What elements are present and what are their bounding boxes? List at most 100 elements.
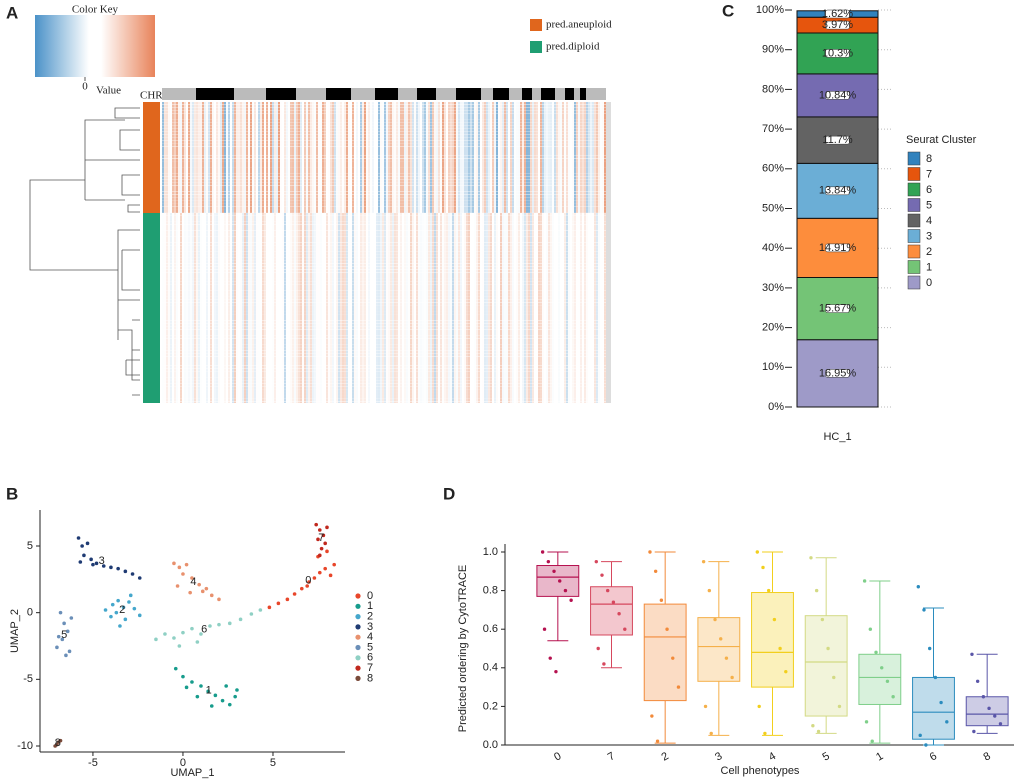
cluster-label: 1 <box>206 684 212 696</box>
heatmap-column <box>344 102 346 213</box>
color-key-label: Value <box>96 85 121 97</box>
value-label-box <box>825 49 850 58</box>
heatmap-column <box>342 102 344 213</box>
x-tick-label: -5 <box>88 757 98 769</box>
point <box>880 666 884 670</box>
heatmap-row <box>162 164 606 165</box>
heatmap-column <box>406 102 408 213</box>
heatmap-column <box>272 102 274 213</box>
heatmap-column <box>528 102 530 213</box>
heatmap-column <box>228 102 230 213</box>
y-tick-label: 0.2 <box>483 700 498 712</box>
heatmap-column <box>400 102 402 213</box>
point <box>204 586 209 591</box>
point <box>184 562 189 567</box>
point <box>648 550 652 554</box>
heatmap-row <box>162 335 606 336</box>
heatmap-column <box>226 102 228 213</box>
heatmap-column <box>284 213 286 403</box>
heatmap-column <box>590 102 592 213</box>
point <box>172 561 176 566</box>
heatmap-column <box>180 102 182 213</box>
point <box>249 612 254 616</box>
box <box>912 676 955 740</box>
legend-label: 1 <box>926 261 932 273</box>
cluster-label: 2 <box>119 604 125 616</box>
heatmap-column <box>464 102 466 213</box>
heatmap-column <box>566 213 568 403</box>
heatmap-column <box>480 102 482 213</box>
heatmap-column <box>260 102 262 213</box>
heatmap-column <box>360 213 362 403</box>
legend-label: 6 <box>926 184 932 196</box>
heatmap-column <box>174 213 176 403</box>
heatmap-column <box>248 213 250 403</box>
heatmap-column <box>526 213 528 403</box>
heatmap-column <box>230 102 232 213</box>
point <box>811 724 815 728</box>
heatmap-column <box>256 102 258 213</box>
heatmap-row <box>162 212 606 213</box>
heatmap-row <box>162 230 606 231</box>
heatmap-column <box>286 102 288 213</box>
heatmap-column <box>504 102 506 213</box>
heatmap-column <box>330 102 332 213</box>
point <box>137 576 142 580</box>
heatmap-column <box>548 213 550 403</box>
heatmap-column <box>332 213 334 403</box>
legend-label: 2 <box>367 611 373 623</box>
heatmap-row <box>162 122 606 123</box>
point <box>928 646 932 651</box>
heatmap-column <box>294 213 296 403</box>
point <box>114 610 119 615</box>
heatmap-row <box>162 116 606 117</box>
point <box>312 576 317 580</box>
heatmap-row <box>162 167 606 168</box>
heatmap-column <box>166 102 168 213</box>
point <box>317 570 322 575</box>
value-label: 14.91% <box>819 242 857 254</box>
color-key-title: Color Key <box>72 4 119 16</box>
point <box>703 704 708 709</box>
point <box>939 700 943 705</box>
heatmap-row <box>162 149 606 150</box>
point <box>213 693 218 698</box>
heatmap-column <box>388 213 390 403</box>
heatmap-column <box>486 213 488 403</box>
point <box>227 621 232 626</box>
heatmap-column <box>380 213 382 403</box>
heatmap-column <box>488 102 490 213</box>
heatmap-column <box>454 102 456 213</box>
x-tick-label: 1 <box>874 750 885 763</box>
heatmap-column <box>446 102 448 213</box>
point <box>328 573 333 578</box>
point <box>552 569 556 573</box>
y-tick-label: 100% <box>756 4 784 16</box>
heatmap-column <box>252 102 254 213</box>
point <box>190 576 194 580</box>
heatmap-column <box>166 213 168 403</box>
point <box>870 739 874 743</box>
x-tick-label: 0 <box>552 750 563 763</box>
heatmap-column <box>540 213 542 403</box>
heatmap-column <box>314 213 316 403</box>
heatmap-column <box>240 102 242 213</box>
heatmap-row <box>162 143 606 144</box>
heatmap-column <box>242 102 244 213</box>
heatmap-column <box>558 102 560 213</box>
heatmap-column <box>216 102 218 213</box>
point <box>761 565 765 570</box>
point <box>332 562 336 567</box>
cluster-label: 6 <box>201 623 207 635</box>
heatmap-column <box>164 102 166 213</box>
point <box>292 592 297 596</box>
heatmap-column <box>388 102 390 213</box>
heatmap-column <box>336 102 338 213</box>
heatmap-column <box>414 102 416 213</box>
heatmap-column <box>204 102 206 213</box>
heatmap-column <box>298 102 300 213</box>
heatmap-column <box>510 102 512 213</box>
legend-label: 0 <box>926 277 932 289</box>
heatmap-column <box>324 102 326 213</box>
chromosome-segment <box>509 88 522 100</box>
